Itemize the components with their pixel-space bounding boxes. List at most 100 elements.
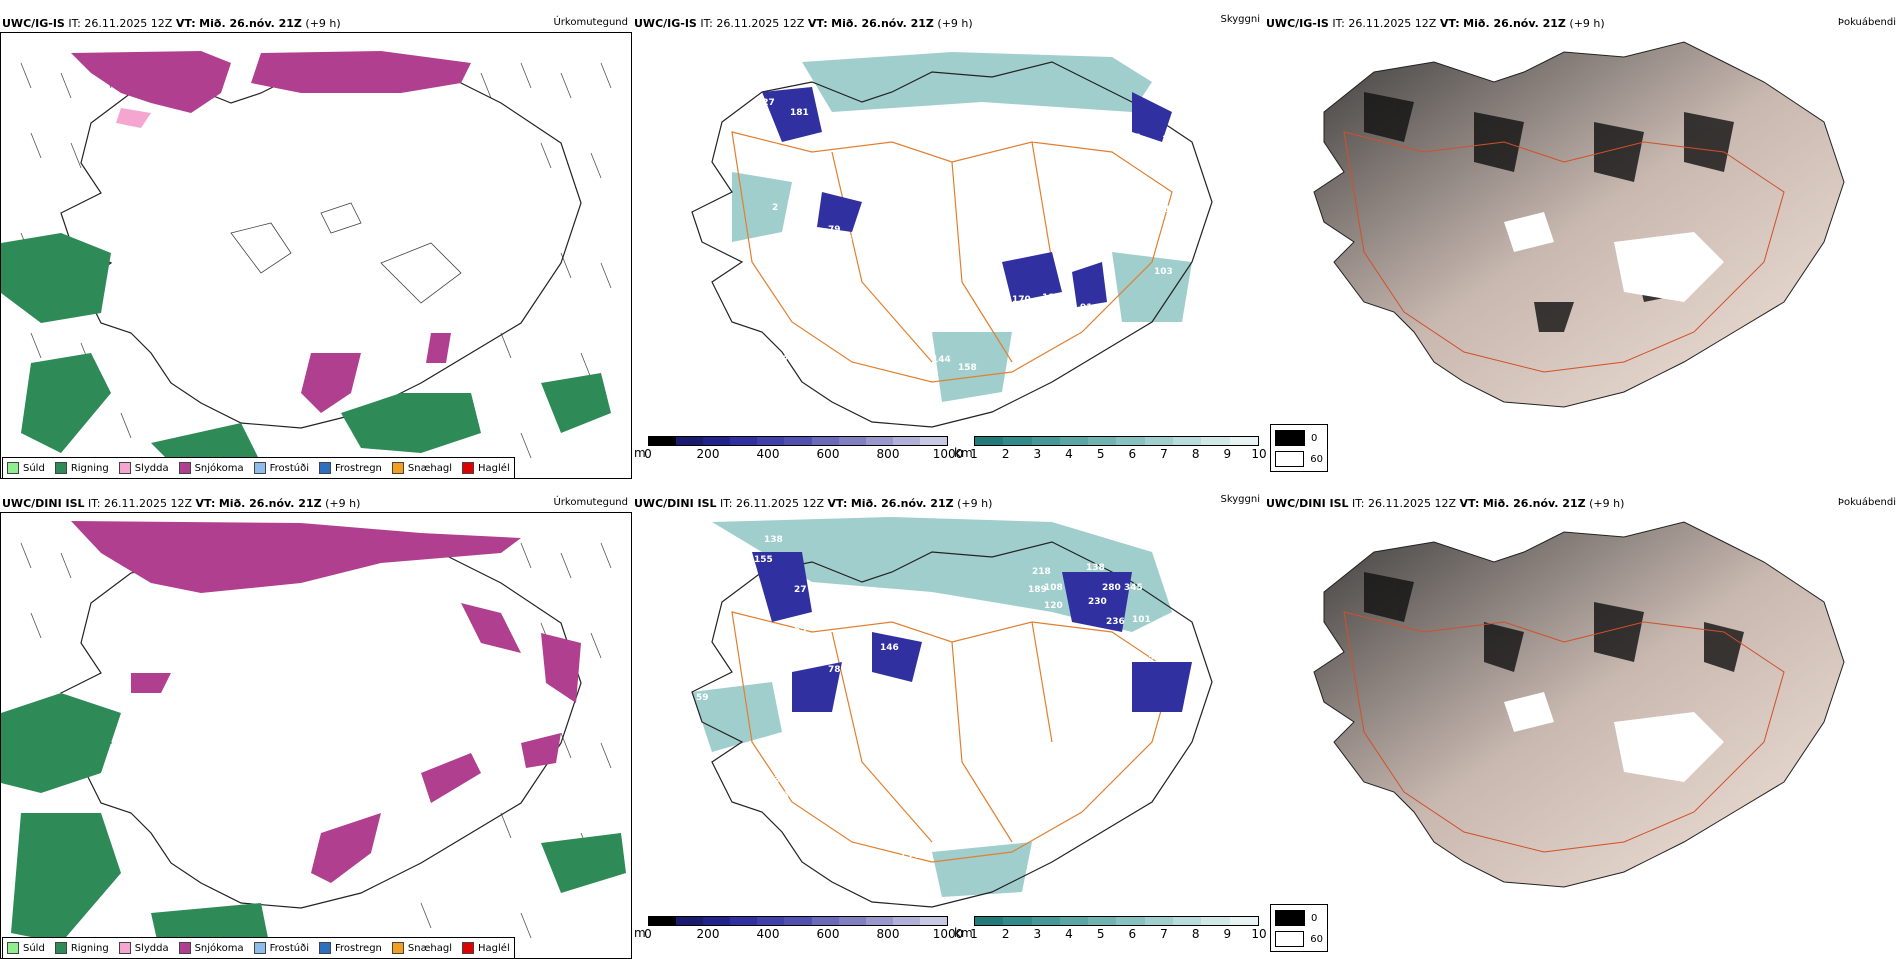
panel-header: UWC/DINI ISL IT: 26.11.2025 12Z VT: Mið.… <box>1266 497 1625 510</box>
fog-legend: 0 60 <box>1270 904 1328 952</box>
panel-header: UWC/DINI ISL IT: 26.11.2025 12Z VT: Mið.… <box>634 497 993 510</box>
svg-text:91: 91 <box>1080 303 1093 313</box>
fog-legend-item: 0 <box>1275 910 1323 926</box>
precip-type-legend: Súld Rigning Slydda Snjókoma Frostúði Fr… <box>2 457 515 479</box>
precip-type-map <box>0 512 632 959</box>
colorbar-tick-label: 10 <box>1251 447 1267 461</box>
panel-header: UWC/IG-IS IT: 26.11.2025 12Z VT: Mið. 26… <box>634 17 973 30</box>
svg-text:144: 144 <box>932 355 951 365</box>
panel-title: Þokuábendi <box>1837 497 1896 508</box>
svg-text:85: 85 <box>794 625 807 635</box>
colorbar-swatch <box>1031 437 1060 445</box>
svg-text:68: 68 <box>814 137 827 147</box>
colorbar-swatch <box>1003 917 1032 925</box>
colorbar-swatch <box>1173 917 1202 925</box>
svg-text:158: 158 <box>958 363 977 373</box>
svg-text:138: 138 <box>1086 563 1105 573</box>
svg-text:218: 218 <box>1032 567 1051 577</box>
svg-text:345: 345 <box>1124 583 1143 593</box>
panel-title: Skyggni <box>1220 14 1260 25</box>
precip-type-panel-top: UWC/IG-IS IT: 26.11.2025 12Z VT: Mið. 26… <box>0 14 632 479</box>
colorbar-tick-label: 600 <box>816 447 840 461</box>
svg-text:79: 79 <box>828 225 841 235</box>
colorbar-swatch <box>1144 917 1174 925</box>
svg-text:108: 108 <box>1122 133 1141 143</box>
colorbar-swatch <box>919 917 948 925</box>
svg-text:157: 157 <box>1162 135 1181 145</box>
svg-text:150: 150 <box>890 871 909 881</box>
svg-text:86: 86 <box>840 235 853 245</box>
colorbar-swatch <box>1059 437 1089 445</box>
svg-text:126: 126 <box>1058 347 1077 357</box>
colorbar-tick-label: 2 <box>1001 927 1010 941</box>
legend-item: Haglél <box>462 942 510 954</box>
colorbar-swatch <box>919 437 948 445</box>
visibility-map: 127 181 68 33 56 2 79 86 24 32 58 108 15… <box>691 52 1213 428</box>
visibility-colorbar-swatches <box>974 436 1259 446</box>
colorbar-swatch <box>1229 437 1258 445</box>
colorbar-swatch <box>1088 437 1117 445</box>
iceland-fill <box>1313 521 1845 888</box>
svg-text:181: 181 <box>790 108 809 118</box>
legend-item: Snæhagl <box>391 942 452 954</box>
colorbar-swatch <box>892 917 920 925</box>
colorbar-swatch <box>1059 917 1089 925</box>
iceland-outline <box>691 61 1213 428</box>
iceland-fill <box>1313 41 1845 408</box>
legend-item: Snjókoma <box>178 462 244 474</box>
svg-text:24: 24 <box>714 255 727 265</box>
colorbar-tick-label: 0 <box>644 447 652 461</box>
ceiling-labels: 127 181 68 33 56 2 79 86 24 32 58 108 15… <box>714 98 1181 405</box>
svg-text:56: 56 <box>782 161 795 171</box>
legend-item: Frostregn <box>319 942 382 954</box>
svg-text:170: 170 <box>1012 295 1031 305</box>
panel-title: Úrkomutegund <box>553 17 628 28</box>
svg-text:127: 127 <box>756 98 775 108</box>
visibility-map: 138 155 27 105 85 112 78 146 118 218 189… <box>691 517 1213 908</box>
colorbar-tick-label: 9 <box>1223 447 1232 461</box>
colorbar-swatch <box>865 917 893 925</box>
colorbar-swatch <box>757 917 785 925</box>
svg-text:280: 280 <box>1102 583 1121 593</box>
svg-text:236: 236 <box>1106 617 1125 627</box>
colorbar-tick-label: 800 <box>876 927 900 941</box>
svg-text:107: 107 <box>1016 709 1035 719</box>
svg-text:305: 305 <box>916 725 935 735</box>
svg-text:58: 58 <box>1032 135 1045 145</box>
colorbar-tick-label: 200 <box>696 927 720 941</box>
colorbar-tick-label: 1 <box>970 927 978 941</box>
colorbar-tick-label: 7 <box>1160 447 1168 461</box>
fog-legend-item: 60 <box>1275 931 1323 947</box>
fog-panel-top: UWC/IG-IS IT: 26.11.2025 12Z VT: Mið. 26… <box>1264 14 1900 479</box>
colorbar-swatch <box>784 437 812 445</box>
svg-text:180: 180 <box>1042 293 1061 303</box>
colorbar-tick-label: 0 <box>644 927 652 941</box>
colorbar-tick-label: 8 <box>1191 927 1200 941</box>
svg-text:248: 248 <box>1130 635 1149 645</box>
colorbar-swatch <box>892 437 920 445</box>
legend-item: Frostregn <box>319 462 382 474</box>
panel-title: Þokuábendi <box>1837 17 1896 28</box>
precip-type-panel-bottom: UWC/DINI ISL IT: 26.11.2025 12Z VT: Mið.… <box>0 494 632 959</box>
colorbar-swatch <box>1201 917 1230 925</box>
fog-map <box>1313 41 1845 408</box>
colorbar-swatch <box>1003 437 1032 445</box>
colorbar-tick-label: 200 <box>696 447 720 461</box>
svg-text:101: 101 <box>1152 205 1171 215</box>
ceiling-colorbar-swatches <box>648 436 948 446</box>
colorbar-tick-label: 8 <box>1191 447 1200 461</box>
visibility-colorbar-swatches <box>974 916 1259 926</box>
colorbar-swatch <box>1173 437 1202 445</box>
legend-item: Slydda <box>118 942 169 954</box>
colorbar-tick-label: 4 <box>1065 447 1073 461</box>
colorbar-swatch <box>1031 917 1060 925</box>
visibility-panel-top: UWC/IG-IS IT: 26.11.2025 12Z VT: Mið. 26… <box>632 14 1267 479</box>
panel-title: Úrkomutegund <box>553 497 628 508</box>
colorbar-swatch <box>1088 917 1117 925</box>
ceiling-colorbar: 0 200 400 600 800 1000 m <box>634 916 963 941</box>
svg-text:59: 59 <box>1068 327 1081 337</box>
colorbar-tick-label: 1 <box>970 447 978 461</box>
svg-text:78: 78 <box>828 665 841 675</box>
svg-text:155: 155 <box>754 555 773 565</box>
colorbar-tick-label: 1000 <box>932 927 964 941</box>
